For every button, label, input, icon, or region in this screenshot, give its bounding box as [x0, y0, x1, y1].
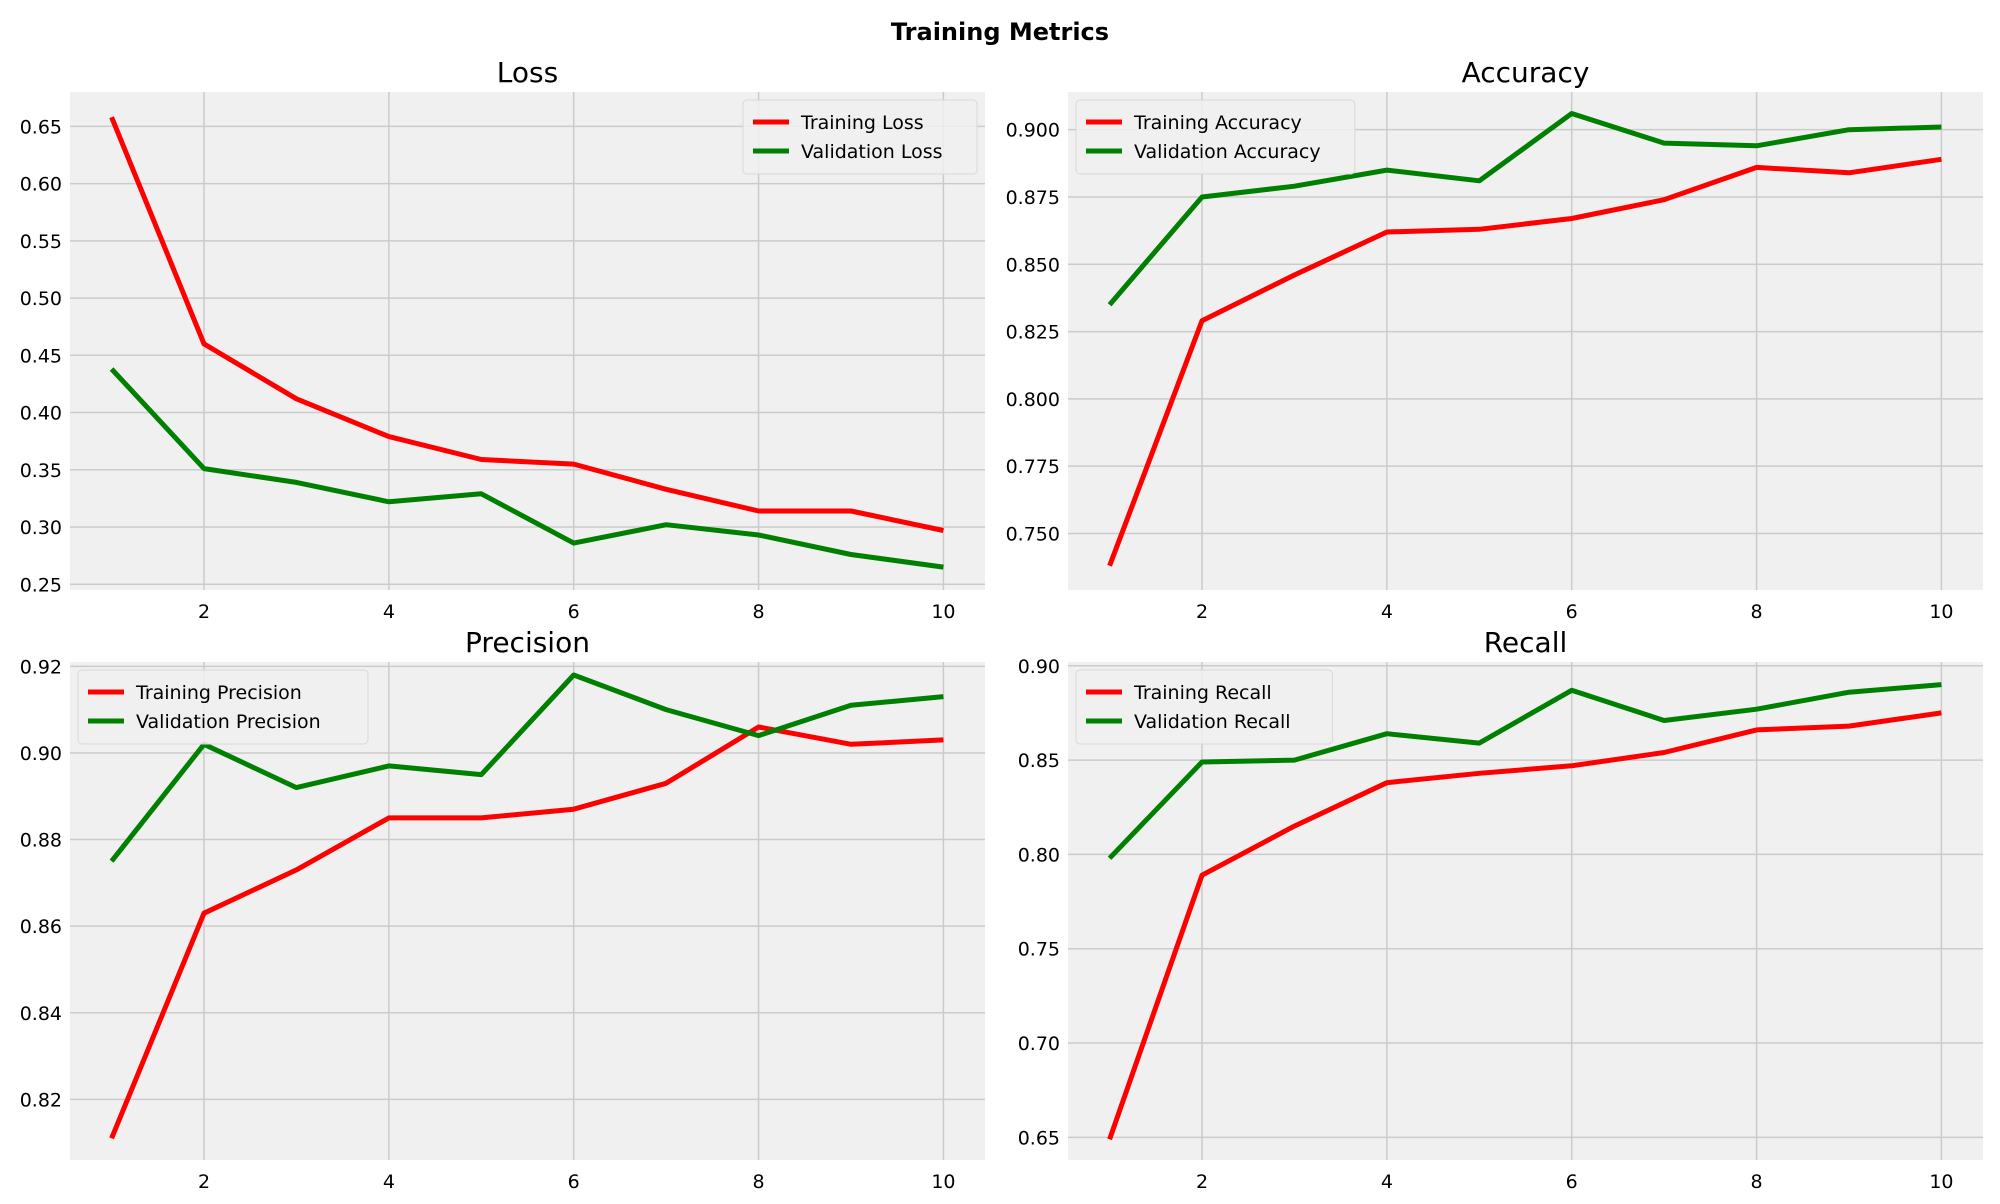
- plot-area: [1068, 92, 1983, 590]
- x-tick-label: 10: [1929, 601, 1953, 623]
- y-tick-label: 0.750: [1006, 523, 1060, 545]
- x-tick-label: 2: [1196, 601, 1208, 623]
- y-tick-label: 0.50: [20, 288, 62, 310]
- chart-accuracy: Accuracy 2 4 6 8 10 0.750 0.775 0.800 0.825 0.850 0…: [1006, 56, 1983, 623]
- y-tick-label: 0.90: [20, 743, 62, 765]
- y-tick-label: 0.825: [1006, 322, 1060, 344]
- x-tick-label: 10: [931, 1171, 955, 1193]
- x-tick-label: 4: [383, 601, 395, 623]
- chart-title: Accuracy: [1462, 56, 1590, 89]
- plot-area: [1068, 662, 1983, 1160]
- legend-label: Training Recall: [1133, 682, 1272, 704]
- y-tick-label: 0.92: [20, 656, 62, 678]
- x-tick-label: 6: [1566, 601, 1578, 623]
- chart-title: Loss: [497, 56, 558, 89]
- chart-loss: Loss 2 4 6 8 10 0.25 0.30 0.35 0.40 0.45 0.50 0.55 0.…: [20, 56, 985, 623]
- legend-label: Validation Recall: [1134, 711, 1291, 733]
- y-tick-label: 0.80: [1018, 844, 1060, 866]
- y-tick-label: 0.850: [1006, 254, 1060, 276]
- y-tick-label: 0.84: [20, 1003, 62, 1025]
- x-tick-label: 2: [198, 601, 210, 623]
- y-tick-label: 0.65: [20, 116, 62, 138]
- y-tick-label: 0.775: [1006, 456, 1060, 478]
- chart-title: Precision: [465, 626, 590, 659]
- legend: Training Loss Validation Loss: [742, 99, 978, 175]
- y-tick-label: 0.86: [20, 916, 62, 938]
- validation-series-line: [109, 367, 944, 570]
- training-series-line: [109, 724, 944, 1140]
- legend-box: [1075, 99, 1356, 175]
- validation-series-line: [109, 672, 944, 863]
- y-tick-label: 0.70: [1018, 1033, 1060, 1055]
- x-tick-label: 4: [1381, 601, 1393, 623]
- legend-label: Validation Precision: [136, 711, 321, 733]
- validation-series-line: [1107, 111, 1942, 307]
- y-tick-label: 0.88: [20, 830, 62, 852]
- y-tick-label: 0.82: [20, 1089, 62, 1111]
- legend-box: [1075, 669, 1333, 745]
- training-series-line: [109, 116, 944, 533]
- y-tick-label: 0.25: [20, 574, 62, 596]
- chart-recall: Recall 2 4 6 8 10 0.65 0.70 0.75 0.80 0.85 0.90 Trai…: [1018, 626, 1983, 1193]
- y-tick-label: 0.900: [1006, 120, 1060, 142]
- legend-label: Validation Loss: [801, 141, 943, 163]
- y-tick-label: 0.85: [1018, 750, 1060, 772]
- x-tick-label: 10: [1929, 1171, 1953, 1193]
- plot-area: [70, 662, 985, 1160]
- legend-label: Validation Accuracy: [1134, 141, 1321, 163]
- x-tick-label: 4: [1381, 1171, 1393, 1193]
- y-tick-label: 0.875: [1006, 187, 1060, 209]
- y-tick-label: 0.40: [20, 403, 62, 425]
- x-tick-label: 6: [568, 1171, 580, 1193]
- x-tick-label: 8: [1751, 601, 1763, 623]
- plot-area: [70, 92, 985, 590]
- figure-title: Training Metrics: [890, 18, 1110, 46]
- legend-box: [742, 99, 978, 175]
- x-tick-label: 6: [568, 601, 580, 623]
- y-tick-label: 0.60: [20, 174, 62, 196]
- legend: Training Accuracy Validation Accuracy: [1075, 99, 1356, 175]
- x-tick-label: 6: [1566, 1171, 1578, 1193]
- x-tick-label: 4: [383, 1171, 395, 1193]
- y-tick-label: 0.75: [1018, 939, 1060, 961]
- x-tick-label: 2: [198, 1171, 210, 1193]
- x-tick-label: 2: [1196, 1171, 1208, 1193]
- legend: Training Precision Validation Precision: [77, 669, 369, 745]
- legend-label: Training Loss: [800, 112, 924, 134]
- chart-precision: Precision 2 4 6 8 10 0.82 0.84 0.86 0.88 0.90 0.92 T…: [20, 626, 985, 1193]
- y-tick-label: 0.90: [1018, 656, 1060, 678]
- training-series-line: [1107, 156, 1942, 567]
- training-series-line: [1107, 710, 1942, 1141]
- y-tick-label: 0.35: [20, 460, 62, 482]
- legend-label: Training Accuracy: [1133, 112, 1302, 134]
- y-tick-label: 0.30: [20, 517, 62, 539]
- legend-box: [77, 669, 369, 745]
- x-tick-label: 8: [753, 601, 765, 623]
- y-tick-label: 0.45: [20, 345, 62, 367]
- chart-title: Recall: [1484, 626, 1568, 659]
- x-tick-label: 10: [931, 601, 955, 623]
- y-tick-label: 0.65: [1018, 1127, 1060, 1149]
- y-tick-label: 0.800: [1006, 389, 1060, 411]
- x-tick-label: 8: [753, 1171, 765, 1193]
- validation-series-line: [1107, 682, 1942, 860]
- y-tick-label: 0.55: [20, 231, 62, 253]
- x-tick-label: 8: [1751, 1171, 1763, 1193]
- legend: Training Recall Validation Recall: [1075, 669, 1333, 745]
- legend-label: Training Precision: [135, 682, 302, 704]
